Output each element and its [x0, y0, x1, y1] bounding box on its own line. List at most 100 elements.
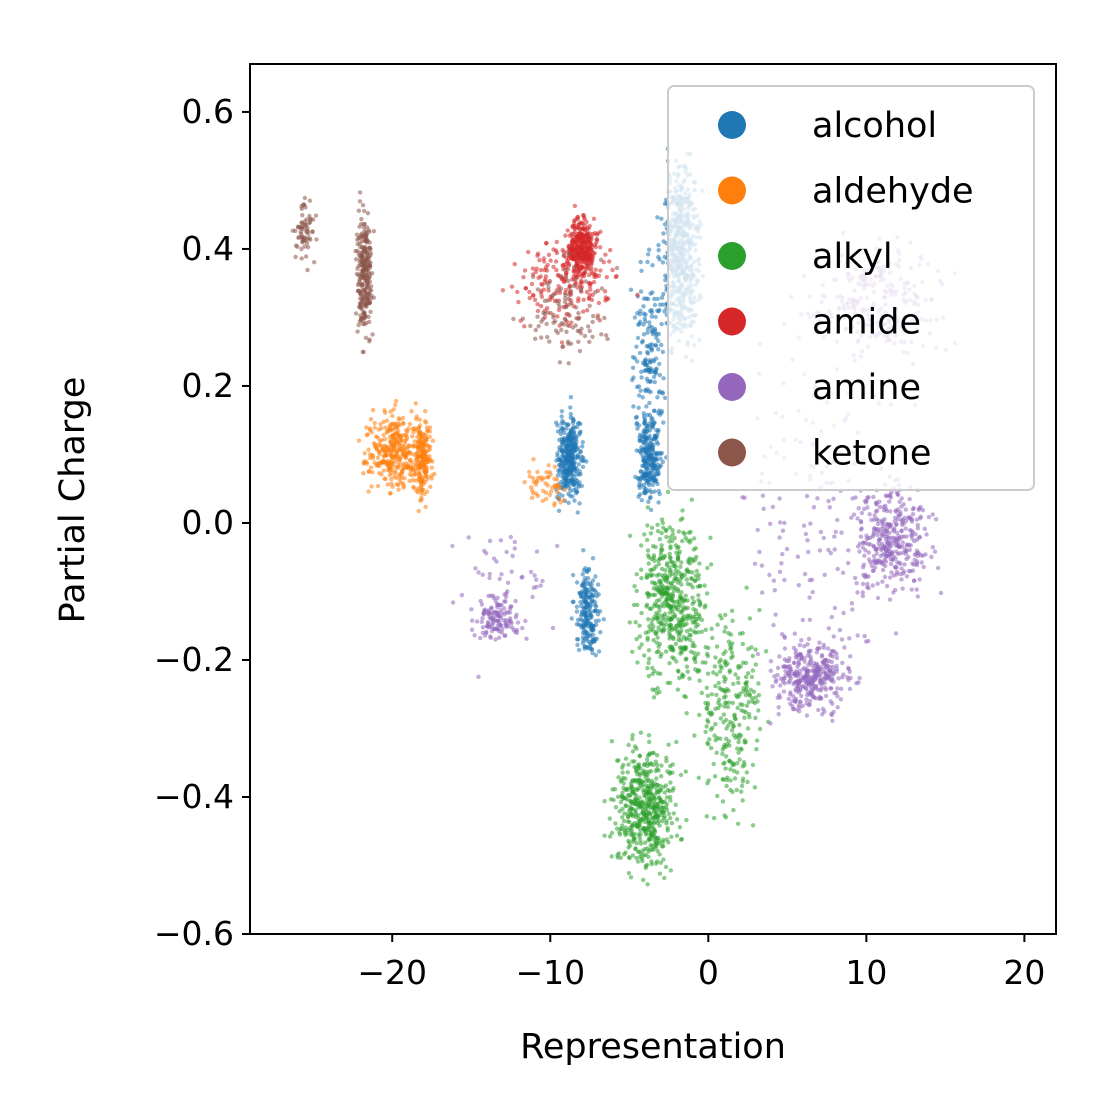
data-point	[630, 365, 636, 370]
data-point	[866, 557, 872, 562]
data-point	[414, 416, 419, 422]
data-point	[649, 314, 655, 319]
data-point	[654, 366, 659, 371]
data-point	[646, 733, 652, 738]
data-point	[647, 428, 652, 433]
data-point	[826, 658, 832, 663]
data-point	[709, 745, 714, 751]
data-point	[648, 606, 654, 611]
data-point	[759, 563, 765, 568]
data-point	[684, 711, 689, 716]
data-point	[683, 694, 688, 700]
data-point	[794, 707, 800, 712]
data-point	[656, 500, 661, 505]
data-point	[704, 591, 710, 596]
data-point	[639, 642, 644, 647]
data-point	[603, 252, 608, 257]
data-point	[721, 720, 726, 725]
data-point	[830, 718, 835, 723]
data-point	[409, 451, 414, 457]
data-point	[646, 854, 651, 859]
data-point	[671, 584, 676, 590]
data-point	[418, 484, 424, 489]
data-point	[909, 532, 914, 538]
data-point	[417, 471, 422, 476]
data-point	[781, 689, 787, 694]
data-point	[668, 868, 673, 873]
data-point	[473, 566, 478, 571]
data-point	[720, 777, 726, 782]
data-point	[563, 233, 568, 238]
data-point	[692, 643, 697, 649]
data-point	[413, 451, 419, 456]
data-point	[899, 566, 904, 571]
data-point	[637, 634, 642, 639]
data-point	[375, 455, 381, 460]
data-point	[649, 325, 655, 330]
data-point	[519, 575, 524, 580]
data-point	[721, 712, 727, 717]
data-point	[768, 521, 773, 526]
data-point	[383, 425, 388, 430]
data-point	[914, 559, 920, 564]
data-point	[648, 389, 653, 395]
data-point	[932, 549, 938, 554]
data-point	[419, 491, 424, 496]
data-point	[672, 535, 677, 541]
data-point	[663, 599, 668, 605]
data-point	[598, 229, 603, 234]
data-point	[705, 651, 710, 656]
data-point	[428, 457, 433, 463]
data-point	[872, 517, 877, 522]
data-point	[512, 539, 517, 545]
data-point	[697, 561, 702, 566]
data-point	[367, 452, 373, 457]
data-point	[659, 546, 664, 552]
data-point	[678, 772, 684, 778]
data-point	[592, 231, 597, 236]
data-point	[497, 623, 503, 628]
data-point	[841, 672, 846, 677]
data-point	[800, 703, 805, 709]
data-point	[761, 506, 766, 511]
data-point	[693, 667, 698, 672]
data-point	[658, 671, 663, 676]
data-point	[782, 657, 787, 662]
data-point	[579, 235, 584, 240]
data-point	[641, 429, 646, 434]
data-point	[681, 673, 686, 678]
data-point	[400, 481, 406, 486]
data-point	[592, 588, 597, 593]
data-point	[557, 467, 563, 472]
data-point	[659, 530, 664, 536]
data-point	[598, 245, 603, 250]
data-point	[383, 476, 388, 482]
data-point	[903, 551, 908, 556]
data-point	[847, 686, 853, 692]
data-point	[665, 787, 671, 793]
data-point	[750, 696, 755, 701]
data-point	[692, 733, 697, 738]
data-point	[609, 854, 614, 859]
data-point	[667, 525, 672, 530]
data-point	[888, 509, 893, 514]
data-point	[658, 654, 663, 659]
data-point	[708, 535, 713, 540]
data-point	[871, 494, 876, 500]
data-point	[430, 438, 436, 443]
data-point	[676, 668, 681, 673]
data-point	[389, 459, 394, 464]
data-point	[366, 489, 371, 494]
data-point	[588, 603, 594, 608]
data-point	[656, 589, 661, 595]
data-point	[654, 790, 660, 795]
data-point	[735, 675, 741, 681]
data-point	[930, 545, 935, 550]
data-point	[634, 448, 639, 453]
data-point	[515, 289, 520, 295]
data-point	[647, 488, 653, 493]
data-point	[656, 471, 661, 476]
data-point	[667, 636, 672, 641]
data-point	[367, 455, 373, 461]
data-point	[859, 520, 864, 525]
